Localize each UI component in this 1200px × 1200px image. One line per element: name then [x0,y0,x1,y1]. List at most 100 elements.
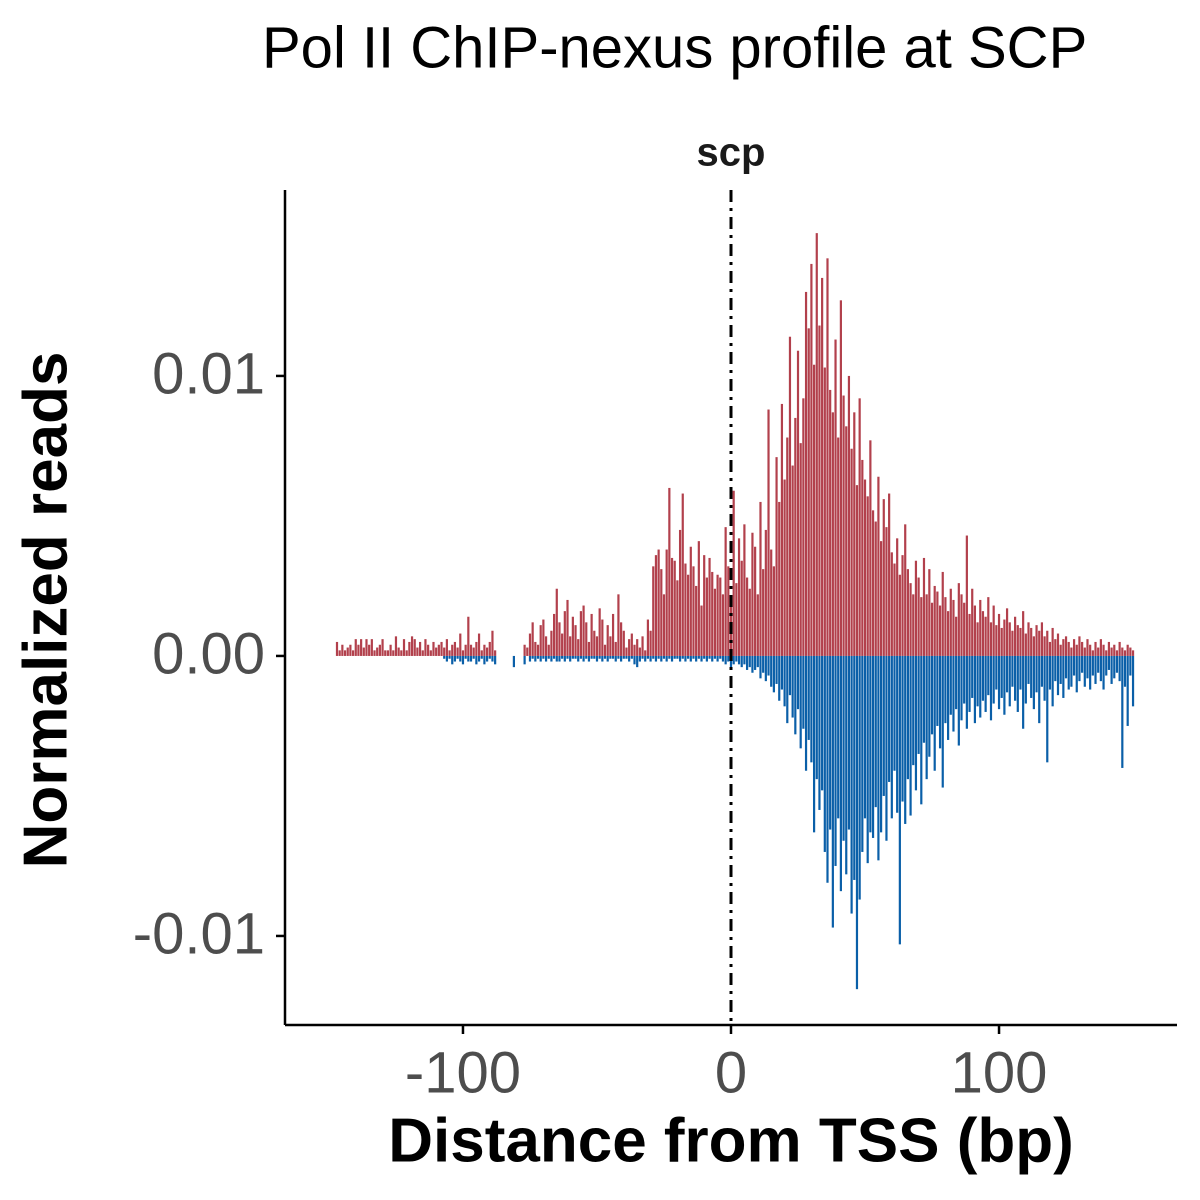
bar [558,655,561,662]
bar [904,655,907,824]
bar [697,655,700,659]
bar [861,655,864,852]
bar [879,655,883,833]
bar [553,613,556,656]
bar [912,655,915,766]
bar [384,650,387,656]
bar [638,647,641,656]
bar [432,641,435,656]
bar [799,655,802,749]
bar [601,655,604,662]
bar [1048,655,1052,690]
bar [678,655,682,662]
bar [668,655,671,659]
bar [788,336,792,656]
bar [1014,655,1017,701]
bar [732,490,735,656]
bar [408,641,411,656]
bar [796,655,800,710]
bar [829,655,832,830]
bar [429,650,432,656]
bar [491,630,494,656]
bar [1059,644,1062,656]
bar [483,655,486,665]
bar [670,655,674,662]
bar [818,325,821,656]
bar [689,655,692,662]
bar [762,569,765,656]
bar [968,655,971,712]
bar [381,639,384,656]
bar [662,655,666,659]
bar [1070,655,1073,687]
bar [893,563,896,656]
bar [654,655,658,662]
bar [630,655,633,659]
bar [695,585,698,656]
bar [1121,655,1124,768]
bar [992,655,995,704]
bar [1035,625,1038,656]
bar [424,639,427,656]
bar [1038,630,1041,656]
bar [917,655,920,754]
bar [834,339,837,656]
bar [1000,627,1003,656]
bar [775,655,778,684]
bar [898,655,901,945]
bar [1113,655,1116,679]
bar [858,398,861,656]
bar [767,655,770,676]
bar [845,426,848,656]
bar [764,655,767,682]
bar [579,611,583,656]
bar [754,655,757,670]
bar [681,655,684,659]
bar [713,588,717,656]
bar [842,655,845,841]
bar [922,655,926,743]
bar [1113,644,1116,656]
bar [780,655,784,690]
bar [732,655,735,665]
y-axis-label: Normalized reads [11,352,80,869]
bar [662,594,666,656]
bar [944,655,947,724]
bar [938,605,942,656]
bar [826,655,829,883]
bar [941,655,944,788]
bar [920,655,923,805]
bar [472,647,475,656]
x-axis-label: Distance from TSS (bp) [388,1106,1074,1175]
bar [475,655,478,665]
bar [1027,622,1030,656]
bar [890,552,893,656]
bar [603,644,607,656]
bar [863,655,867,819]
bar [963,655,966,704]
annotation-label: scp [697,131,766,175]
bar [770,549,773,656]
bar [888,493,891,656]
bar [743,524,746,656]
bar [590,613,593,656]
bar [976,655,979,707]
bar [485,655,489,662]
bar [392,650,395,656]
bar [1115,650,1119,656]
bar [1048,641,1052,656]
bar [984,655,987,712]
bar [1043,636,1046,656]
bar [745,655,749,670]
bar [925,655,928,780]
y-tick-label: -0.01 [133,901,265,966]
bar [1102,655,1105,690]
bar [1043,655,1046,701]
bar [947,611,950,656]
bar [960,594,963,656]
bar [555,588,558,656]
bar [912,594,915,656]
bar [577,639,580,656]
bar [488,655,491,659]
bar [812,364,816,656]
